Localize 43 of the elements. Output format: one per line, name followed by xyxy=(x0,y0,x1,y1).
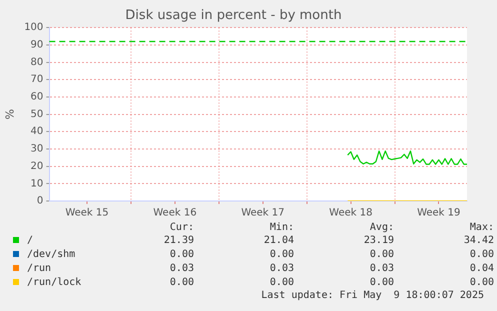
y-tick-label: 10 xyxy=(30,178,44,190)
text: 0.00 xyxy=(368,248,394,262)
text: 21.04 xyxy=(262,234,294,248)
text: 0.03 xyxy=(168,262,194,276)
x-tick-label: Week 15 xyxy=(65,208,109,219)
y-tick-label: 100 xyxy=(24,22,44,34)
y-tick-label: 80 xyxy=(30,56,44,68)
x-tick-label: Week 19 xyxy=(417,208,460,219)
text: Max: xyxy=(468,222,494,234)
y-tick-label: 30 xyxy=(30,144,44,155)
text: 0.04 xyxy=(468,262,494,276)
text: 0.00 xyxy=(368,276,394,290)
text: 34.42 xyxy=(462,234,494,248)
text: 23.19 xyxy=(362,234,394,248)
text: 0.00 xyxy=(168,276,194,290)
y-tick-label: 50 xyxy=(30,108,44,120)
text: Last update: Fri May 9 18:00:07 2025 xyxy=(260,290,484,302)
y-tick-label: 90 xyxy=(30,40,44,51)
text: 0.00 xyxy=(268,248,294,262)
y-tick-label: 70 xyxy=(30,74,44,86)
x-tick-label: Week 18 xyxy=(329,208,372,219)
y-tick-label: 40 xyxy=(30,126,44,138)
legend-label: /run/lock xyxy=(26,276,82,290)
chart-title: Disk usage in percent - by month xyxy=(125,8,342,24)
y-axis-title: % xyxy=(3,109,16,120)
y-tick-label: 20 xyxy=(30,160,44,172)
legend-label: /dev/shm xyxy=(26,248,76,262)
legend-label: / xyxy=(26,234,34,248)
x-tick-label: Week 17 xyxy=(241,208,285,219)
text: 0.00 xyxy=(468,248,494,262)
x-tick-label: Week 16 xyxy=(153,208,197,219)
text: 0.00 xyxy=(268,276,294,290)
text: 0.03 xyxy=(368,262,394,276)
y-tick-label: 0 xyxy=(36,196,44,207)
text: 0.00 xyxy=(468,276,494,290)
text: Avg: xyxy=(368,222,394,234)
text: 0.03 xyxy=(268,262,294,276)
legend-label: /run xyxy=(26,262,52,276)
y-tick-label: 60 xyxy=(30,92,44,103)
text: Cur: xyxy=(168,222,194,234)
text: 0.00 xyxy=(168,248,194,262)
text: 21.39 xyxy=(162,234,194,248)
text: Min: xyxy=(268,222,294,234)
